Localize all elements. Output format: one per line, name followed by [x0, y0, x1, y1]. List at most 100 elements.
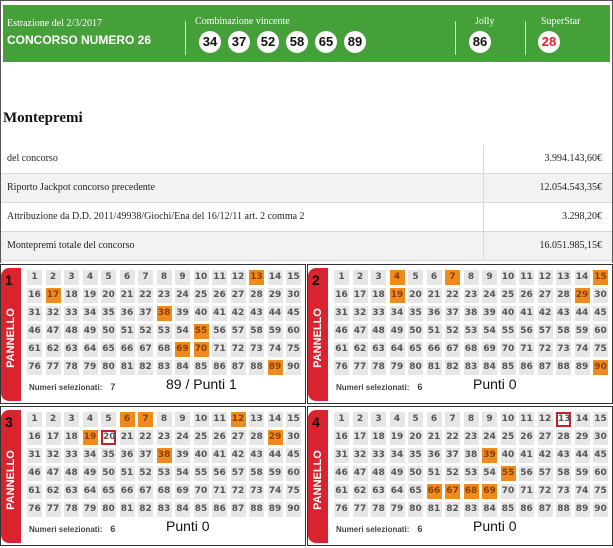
number-cell-10[interactable]: 10 [500, 412, 516, 427]
number-cell-12[interactable]: 12 [537, 412, 553, 427]
number-cell-25[interactable]: 25 [500, 288, 516, 303]
number-cell-63[interactable]: 63 [64, 342, 79, 357]
number-cell-53[interactable]: 53 [156, 466, 172, 481]
number-cell-22[interactable]: 22 [138, 430, 153, 445]
number-cell-15[interactable]: 15 [593, 412, 608, 427]
number-cell-62[interactable]: 62 [352, 342, 368, 357]
number-cell-31[interactable]: 31 [334, 306, 349, 321]
number-cell-47[interactable]: 47 [45, 466, 61, 481]
number-cell-54[interactable]: 54 [175, 466, 190, 481]
number-cell-37[interactable]: 37 [138, 306, 153, 321]
number-cell-11[interactable]: 11 [519, 270, 534, 285]
number-cell-27[interactable]: 27 [230, 430, 246, 445]
number-cell-54[interactable]: 54 [175, 324, 190, 339]
number-cell-75[interactable]: 75 [286, 342, 301, 357]
number-cell-2[interactable]: 2 [45, 270, 61, 285]
number-cell-89[interactable]: 89 [574, 360, 590, 375]
number-cell-59[interactable]: 59 [574, 324, 590, 339]
number-cell-41[interactable]: 41 [519, 306, 534, 321]
number-cell-54[interactable]: 54 [482, 466, 497, 481]
number-cell-67[interactable]: 67 [138, 484, 153, 499]
number-cell-81[interactable]: 81 [119, 502, 135, 517]
number-cell-80[interactable]: 80 [408, 360, 423, 375]
number-cell-12[interactable]: 12 [537, 270, 553, 285]
number-cell-37[interactable]: 37 [445, 448, 460, 463]
number-cell-51[interactable]: 51 [426, 324, 442, 339]
number-cell-16[interactable]: 16 [334, 288, 349, 303]
number-cell-29[interactable]: 29 [574, 288, 590, 303]
number-cell-78[interactable]: 78 [371, 502, 386, 517]
number-cell-48[interactable]: 48 [64, 466, 79, 481]
number-cell-44[interactable]: 44 [267, 448, 283, 463]
number-cell-38[interactable]: 38 [156, 448, 172, 463]
number-cell-23[interactable]: 23 [463, 288, 479, 303]
number-cell-41[interactable]: 41 [212, 448, 227, 463]
number-cell-20[interactable]: 20 [101, 288, 116, 303]
number-cell-82[interactable]: 82 [445, 360, 460, 375]
number-cell-45[interactable]: 45 [286, 306, 301, 321]
number-cell-51[interactable]: 51 [119, 324, 135, 339]
number-cell-45[interactable]: 45 [593, 448, 608, 463]
number-cell-18[interactable]: 18 [64, 288, 79, 303]
number-cell-1[interactable]: 1 [27, 412, 42, 427]
number-cell-11[interactable]: 11 [519, 412, 534, 427]
number-cell-31[interactable]: 31 [27, 448, 42, 463]
number-cell-34[interactable]: 34 [82, 448, 98, 463]
number-cell-20[interactable]: 20 [101, 430, 116, 445]
number-cell-71[interactable]: 71 [212, 342, 227, 357]
number-cell-19[interactable]: 19 [82, 288, 98, 303]
number-cell-35[interactable]: 35 [101, 448, 116, 463]
number-cell-81[interactable]: 81 [426, 360, 442, 375]
number-cell-60[interactable]: 60 [593, 324, 608, 339]
number-cell-70[interactable]: 70 [193, 342, 209, 357]
number-cell-47[interactable]: 47 [45, 324, 61, 339]
number-cell-3[interactable]: 3 [64, 412, 79, 427]
number-cell-80[interactable]: 80 [408, 502, 423, 517]
number-cell-7[interactable]: 7 [445, 412, 460, 427]
number-cell-68[interactable]: 68 [463, 342, 479, 357]
number-cell-13[interactable]: 13 [249, 412, 264, 427]
number-cell-10[interactable]: 10 [193, 270, 209, 285]
number-cell-49[interactable]: 49 [82, 466, 98, 481]
number-cell-72[interactable]: 72 [230, 484, 246, 499]
number-cell-69[interactable]: 69 [482, 484, 497, 499]
number-cell-74[interactable]: 74 [267, 342, 283, 357]
number-cell-12[interactable]: 12 [230, 270, 246, 285]
number-cell-65[interactable]: 65 [101, 342, 116, 357]
number-cell-57[interactable]: 57 [230, 324, 246, 339]
number-cell-63[interactable]: 63 [64, 484, 79, 499]
number-cell-70[interactable]: 70 [500, 342, 516, 357]
number-cell-90[interactable]: 90 [593, 502, 608, 517]
number-cell-70[interactable]: 70 [193, 484, 209, 499]
number-cell-38[interactable]: 38 [463, 448, 479, 463]
number-cell-65[interactable]: 65 [408, 342, 423, 357]
number-cell-6[interactable]: 6 [426, 412, 442, 427]
number-cell-14[interactable]: 14 [574, 270, 590, 285]
number-cell-56[interactable]: 56 [519, 466, 534, 481]
number-cell-9[interactable]: 9 [482, 270, 497, 285]
number-cell-77[interactable]: 77 [352, 360, 368, 375]
number-cell-19[interactable]: 19 [389, 430, 405, 445]
number-cell-64[interactable]: 64 [389, 342, 405, 357]
number-cell-55[interactable]: 55 [193, 466, 209, 481]
number-cell-18[interactable]: 18 [371, 288, 386, 303]
number-cell-42[interactable]: 42 [230, 448, 246, 463]
number-cell-14[interactable]: 14 [267, 412, 283, 427]
number-cell-18[interactable]: 18 [64, 430, 79, 445]
number-cell-6[interactable]: 6 [119, 412, 135, 427]
number-cell-73[interactable]: 73 [556, 484, 571, 499]
number-cell-87[interactable]: 87 [230, 360, 246, 375]
number-cell-31[interactable]: 31 [27, 306, 42, 321]
number-cell-47[interactable]: 47 [352, 324, 368, 339]
number-cell-67[interactable]: 67 [138, 342, 153, 357]
number-cell-5[interactable]: 5 [408, 412, 423, 427]
number-cell-66[interactable]: 66 [426, 342, 442, 357]
number-cell-35[interactable]: 35 [408, 448, 423, 463]
number-cell-2[interactable]: 2 [352, 270, 368, 285]
number-cell-43[interactable]: 43 [249, 448, 264, 463]
number-cell-52[interactable]: 52 [445, 324, 460, 339]
number-cell-16[interactable]: 16 [334, 430, 349, 445]
number-cell-61[interactable]: 61 [27, 484, 42, 499]
number-cell-71[interactable]: 71 [519, 342, 534, 357]
number-cell-41[interactable]: 41 [519, 448, 534, 463]
